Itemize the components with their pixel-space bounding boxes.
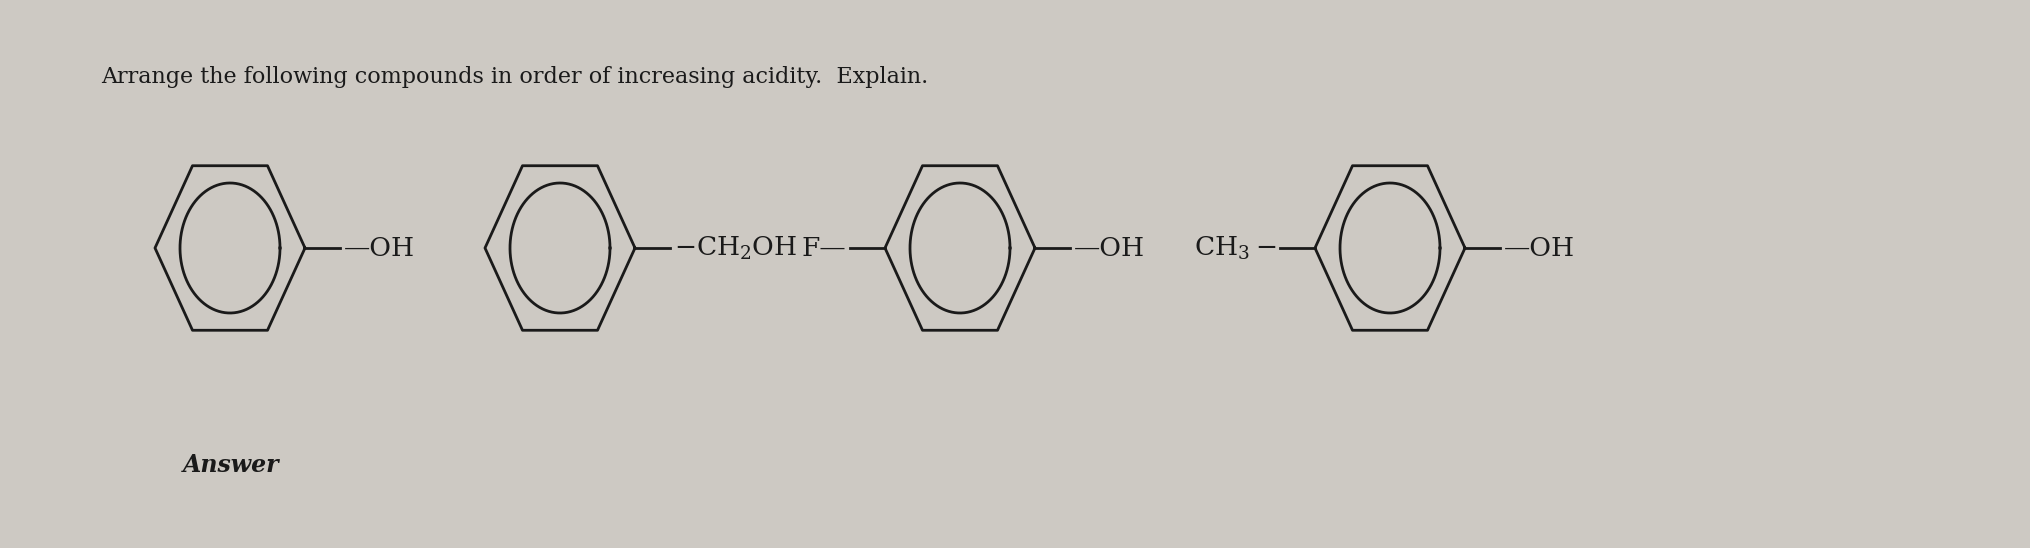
Text: $\mathregular{CH_3-}$: $\mathregular{CH_3-}$ <box>1194 235 1277 261</box>
Text: —OH: —OH <box>343 236 414 260</box>
Text: $\mathregular{-CH_2OH}$: $\mathregular{-CH_2OH}$ <box>674 235 798 261</box>
Text: Answer: Answer <box>183 453 280 477</box>
Text: —OH: —OH <box>1074 236 1145 260</box>
Text: F—: F— <box>802 236 847 260</box>
Text: Arrange the following compounds in order of increasing acidity.  Explain.: Arrange the following compounds in order… <box>102 66 930 88</box>
Text: —OH: —OH <box>1504 236 1575 260</box>
